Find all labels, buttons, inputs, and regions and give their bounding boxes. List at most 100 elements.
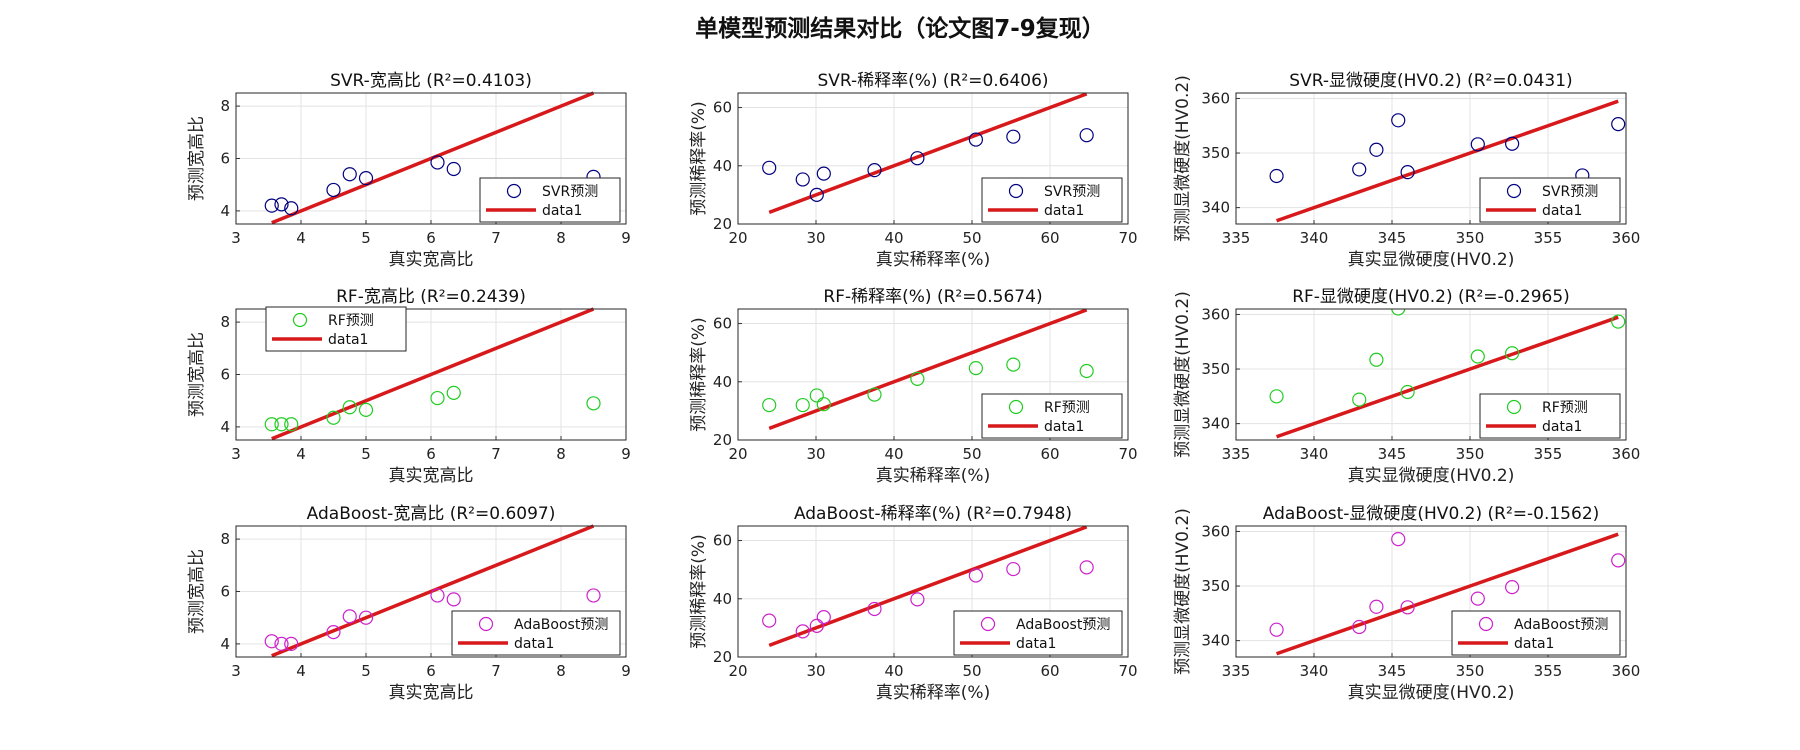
scatter-point xyxy=(264,417,279,432)
x-axis-label: 真实宽高比 xyxy=(389,250,474,270)
legend: SVR预测 data1 xyxy=(1479,177,1621,223)
legend-label: data1 xyxy=(1044,203,1084,219)
scatter-point xyxy=(910,371,925,386)
subplot-3: 335 340 345 350 355 360 340 350 360 SVR-显微硬度(HV0.… xyxy=(1173,71,1640,270)
scatter-point xyxy=(326,182,341,198)
legend-marker xyxy=(1506,183,1522,199)
legend-box xyxy=(265,306,407,352)
x-tick-label: 70 xyxy=(1118,229,1137,247)
x-tick-label: 340 xyxy=(1300,662,1329,680)
scatter-point xyxy=(795,397,810,413)
x-axis-label: 真实稀释率(%) xyxy=(876,466,990,486)
x-tick-label: 40 xyxy=(884,445,903,463)
subplot-6: 335 340 345 350 355 360 340 350 360 RF-显微硬度(HV0.2… xyxy=(1173,287,1640,486)
x-tick-label: 50 xyxy=(962,445,981,463)
legend-label: SVR预测 xyxy=(1542,184,1598,200)
scatter-point xyxy=(968,568,984,583)
x-tick-label: 9 xyxy=(621,445,631,463)
x-tick-label: 4 xyxy=(296,445,306,463)
scatter-point xyxy=(430,588,445,603)
y-axis-label: 预测稀释率(%) xyxy=(689,317,709,431)
scatter-point xyxy=(1400,384,1415,400)
scatter-points xyxy=(264,588,601,652)
x-axis-label: 真实稀释率(%) xyxy=(876,250,990,270)
scatter-point xyxy=(795,172,810,187)
scatter-point xyxy=(809,388,824,403)
legend: RF预测 data1 xyxy=(981,393,1123,439)
y-tick-label: 8 xyxy=(220,530,230,548)
y-tick-label: 20 xyxy=(713,648,732,666)
y-axis-label: 预测稀释率(%) xyxy=(689,534,709,648)
x-tick-label: 30 xyxy=(806,445,825,463)
axes-frame xyxy=(1235,525,1627,658)
scatter-point xyxy=(1269,389,1284,404)
scatter-point xyxy=(762,397,777,413)
scatter-point xyxy=(264,198,279,213)
legend-label: data1 xyxy=(1016,636,1056,652)
x-tick-label: 3 xyxy=(231,662,241,680)
figure-suptitle: 单模型预测结果对比（论文图7-9复现） xyxy=(695,15,1105,42)
legend: AdaBoost预测 data1 xyxy=(953,610,1123,656)
x-tick-label: 350 xyxy=(1456,662,1485,680)
x-tick-label: 5 xyxy=(361,229,371,247)
y-axis-label: 预测显微硬度(HV0.2) xyxy=(1173,508,1193,675)
x-tick-label: 355 xyxy=(1534,662,1563,680)
scatter-point xyxy=(816,166,831,181)
legend-label: RF预测 xyxy=(328,313,374,329)
x-tick-label: 360 xyxy=(1612,445,1641,463)
legend-box xyxy=(953,610,1123,656)
x-tick-label: 335 xyxy=(1222,662,1251,680)
legend-label: SVR预测 xyxy=(542,184,598,200)
x-tick-label: 30 xyxy=(806,662,825,680)
axes-frame xyxy=(1235,92,1627,225)
scatter-points xyxy=(1269,531,1626,637)
scatter-point xyxy=(816,610,831,625)
subplot-2: 20 30 40 50 60 70 20 40 60 SVR-稀释率(%) (R²=0.6406)… xyxy=(689,71,1138,270)
y-tick-label: 360 xyxy=(1201,305,1230,323)
scatter-point xyxy=(1470,137,1485,152)
scatter-point xyxy=(284,201,299,216)
scatter-point xyxy=(867,387,882,402)
scatter-point xyxy=(1079,128,1094,143)
x-tick-label: 340 xyxy=(1300,229,1329,247)
x-tick-label: 40 xyxy=(884,229,903,247)
y-tick-label: 340 xyxy=(1201,415,1230,433)
legend-box xyxy=(981,177,1123,223)
legend-marker xyxy=(478,616,494,632)
legend: AdaBoost预测 data1 xyxy=(451,610,621,656)
legend: AdaBoost预测 data1 xyxy=(1451,610,1621,656)
x-tick-label: 5 xyxy=(361,445,371,463)
x-tick-label: 20 xyxy=(728,445,747,463)
scatter-point xyxy=(1352,619,1367,635)
legend-label: AdaBoost预测 xyxy=(1514,617,1608,633)
y-axis-label: 预测显微硬度(HV0.2) xyxy=(1173,75,1193,242)
x-axis-label: 真实显微硬度(HV0.2) xyxy=(1348,466,1515,486)
legend-label: data1 xyxy=(1514,636,1554,652)
x-tick-label: 40 xyxy=(884,662,903,680)
diagonal-reference-line xyxy=(1275,315,1619,439)
scatter-point xyxy=(1269,168,1284,184)
legend-box xyxy=(479,177,621,223)
y-tick-label: 6 xyxy=(220,150,230,168)
y-tick-label: 4 xyxy=(220,635,230,653)
axes-frame xyxy=(737,92,1129,225)
subplot-8: 20 30 40 50 60 70 20 40 60 AdaBoost-稀释率(%) (R²=0.… xyxy=(689,504,1138,703)
x-tick-label: 3 xyxy=(231,229,241,247)
scatter-point xyxy=(1269,622,1284,637)
scatter-point xyxy=(762,613,777,628)
y-tick-label: 4 xyxy=(220,418,230,436)
x-tick-label: 70 xyxy=(1118,662,1137,680)
scatter-point xyxy=(342,167,357,182)
legend: SVR预测 data1 xyxy=(479,177,621,223)
legend-label: data1 xyxy=(514,636,554,652)
x-tick-label: 3 xyxy=(231,445,241,463)
legend-label: data1 xyxy=(1542,419,1582,435)
y-tick-label: 340 xyxy=(1201,199,1230,217)
scatter-point xyxy=(968,360,984,376)
legend: RF预测 data1 xyxy=(1479,393,1621,439)
x-tick-label: 350 xyxy=(1456,229,1485,247)
axes-frame xyxy=(235,308,627,441)
